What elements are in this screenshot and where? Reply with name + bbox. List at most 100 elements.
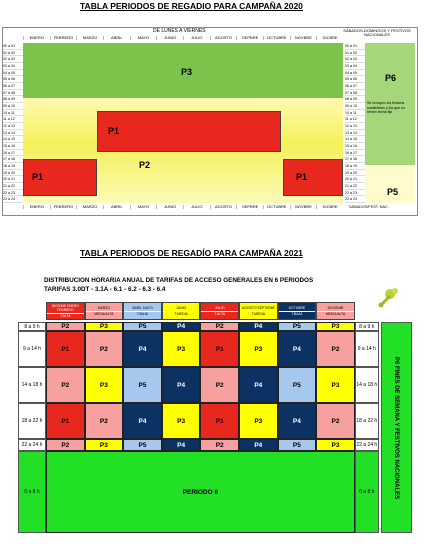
left-hour-label: 21 a 22 — [3, 183, 23, 190]
weekend-column-2021: P6 FINES DE SEMANA Y FESTIVOS NACIONALES — [380, 322, 412, 533]
p1-block-left: P1 — [23, 159, 97, 196]
period-cell: P5 — [123, 322, 162, 331]
period-cell: P1 — [46, 331, 85, 367]
hours-right-2020: 00 a 01 01 a 02 02 a 03 03 a 04 04 a 05 05 a … — [345, 43, 365, 203]
left-hour-label: 10 a 11 — [3, 110, 23, 117]
period-cell: P3 — [316, 367, 355, 403]
bottom-month: ABRIL — [103, 205, 130, 209]
top-month: FEBRERO — [49, 36, 77, 40]
period-cell: P3 — [316, 439, 355, 451]
season-header: ABRIL MAYO T.BAJA — [123, 302, 162, 320]
grid-2020: P3 P2 P1 P1 P1 — [23, 43, 343, 203]
right-hour-label: 16 a 17 — [345, 150, 365, 157]
season-tariff: T.BAJA — [278, 310, 316, 316]
left-hour-label: 23 a 24 — [3, 196, 23, 203]
period-cell: P2 — [316, 331, 355, 367]
left-hour-label: 14 a 15 — [3, 136, 23, 143]
season-header: AGOSTO SEPTIEMB T.MEDIA — [239, 302, 278, 320]
period-cell: P2 — [316, 403, 355, 439]
right-hour-label: 20 a 21 — [345, 176, 365, 183]
period-cell: P4 — [239, 439, 278, 451]
season-tariff: MEDIA ALTA — [317, 310, 354, 316]
period-cell: P4 — [277, 403, 317, 439]
bottom-month: OCTUBRE — [263, 205, 290, 209]
season-months: OCTUBRE — [288, 306, 306, 311]
hour-label-right: 8 a 9 h — [354, 322, 379, 331]
p1-label-right: P1 — [296, 172, 308, 182]
right-hour-label: 13 a 14 — [345, 130, 365, 137]
season-months: ABRIL MAYO — [132, 306, 153, 311]
period-cell: P4 — [161, 439, 201, 451]
period-cell: P5 — [277, 439, 317, 451]
left-hour-label: 00 a 01 — [3, 43, 23, 50]
period-cell: P2 — [46, 439, 85, 451]
month-header-bottom: ENERO FEBRERO MARZO ABRIL MAYO JUNIO JULIO AGOS… — [23, 205, 343, 211]
top-month: JUNIO — [156, 36, 183, 40]
season-header: NOVIEMB MEDIA ALTA — [316, 302, 355, 320]
right-hour-label: 04 a 05 — [345, 70, 365, 77]
bottom-month: MARZO — [76, 205, 103, 209]
right-hour-label: 11 a 12 — [345, 116, 365, 123]
left-hour-label: 09 a 10 — [3, 103, 23, 110]
period-cell: P2 — [84, 331, 124, 367]
top-month: MARZO — [76, 36, 103, 40]
top-month: JULIO — [183, 36, 210, 40]
hours-left-2020: 00 a 01 01 a 02 02 a 03 03 a 04 04 a 05 05 a … — [3, 43, 23, 203]
right-hour-label: 23 a 24 — [345, 196, 365, 203]
left-hour-label: 04 a 05 — [3, 70, 23, 77]
left-hour-label: 20 a 21 — [3, 176, 23, 183]
period-cell: P3 — [84, 439, 124, 451]
right-hour-label: 21 a 22 — [345, 183, 365, 190]
period-cell: P5 — [277, 367, 317, 403]
night-period-cell: PERIODO 6 — [46, 451, 355, 533]
left-hour-label: 13 a 14 — [3, 130, 23, 137]
right-hour-label: 19 a 20 — [345, 170, 365, 177]
right-hour-label: 03 a 04 — [345, 63, 365, 70]
right-hour-label: 08 a 09 — [345, 96, 365, 103]
left-hour-label: 17 a 18 — [3, 156, 23, 163]
season-tariff: T.ALTA — [47, 312, 84, 318]
period-cell: P3 — [239, 403, 278, 439]
left-hour-label: 12 a 13 — [3, 123, 23, 130]
period-cell: P3 — [84, 322, 124, 331]
season-header: DICIEMB ENERO FEBRERO T.ALTA — [46, 302, 85, 320]
period-cell: P3 — [161, 403, 201, 439]
right-hour-label: 02 a 03 — [345, 56, 365, 63]
month-header-top: ENERO FEBRERO MARZO ABRIL MAYO JUNIO JULIO AGOS… — [23, 36, 343, 42]
season-months: JULIO — [214, 306, 225, 311]
season-tariff: T.MEDIA — [240, 310, 277, 316]
left-hour-label: 05 a 06 — [3, 76, 23, 83]
hour-label-left: 22 a 24 h — [18, 439, 46, 451]
hour-label-right: 0 a 8 h — [354, 451, 379, 533]
bottom-month: ENERO — [23, 205, 50, 209]
period-cell: P3 — [161, 331, 201, 367]
period-cell: P4 — [277, 331, 317, 367]
left-hour-label: 16 a 17 — [3, 150, 23, 157]
bottom-month: JUNIO — [156, 205, 183, 209]
weekend-note: Se incluyen los festivos sustituibles y … — [367, 101, 406, 115]
top-month: MAYO — [129, 36, 157, 40]
period-cell: P1 — [46, 403, 85, 439]
period-cell: P3 — [84, 367, 124, 403]
right-hour-label: 17 a 18 — [345, 156, 365, 163]
right-hour-label: 22 a 23 — [345, 190, 365, 197]
hour-label-left: 0 a 8 h — [18, 451, 46, 533]
season-months: DICIEMB ENERO FEBRERO — [51, 304, 79, 313]
bottom-month: JULIO — [183, 205, 210, 209]
season-months: AGOSTO SEPTIEMB — [242, 306, 275, 311]
p1-label-center: P1 — [108, 126, 120, 136]
left-hour-label: 19 a 20 — [3, 170, 23, 177]
p1-label-left: P1 — [32, 172, 44, 182]
period-cell: P4 — [123, 331, 162, 367]
hour-label-right: 22 a 24 h — [354, 439, 379, 451]
period-cell: P2 — [200, 439, 239, 451]
season-tariff: T.MEDIA — [162, 310, 200, 316]
right-hour-label: 07 a 08 — [345, 90, 365, 97]
season-header: OCTUBRE T.BAJA — [277, 302, 317, 320]
table-2021: DICIEMB ENERO FEBRERO T.ALTA MARZO MEDIA AL… — [18, 300, 412, 533]
hour-label-left: 9 a 14 h — [18, 331, 46, 367]
season-tariff: T.ALTA — [201, 310, 238, 316]
period-cell: P4 — [239, 322, 278, 331]
p5-block: P5 — [365, 165, 415, 203]
right-hour-label: 10 a 11 — [345, 110, 365, 117]
